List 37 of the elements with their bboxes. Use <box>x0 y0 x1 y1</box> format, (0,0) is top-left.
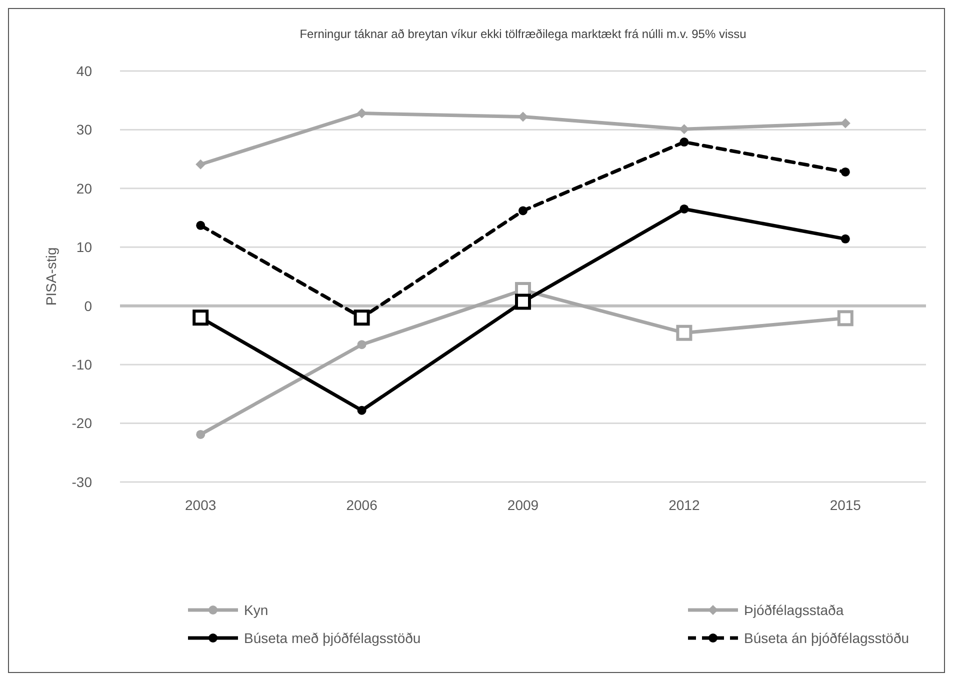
point <box>196 159 206 170</box>
y-tick-label: -10 <box>72 356 92 372</box>
point <box>518 112 528 122</box>
point <box>680 204 689 214</box>
point <box>840 167 850 176</box>
y-tick-label: 20 <box>76 180 92 196</box>
x-tick-label: 2012 <box>668 497 700 513</box>
point <box>518 206 528 216</box>
legend-label: Þjóðfélagsstaða <box>744 602 844 618</box>
legend-label: Búseta með þjóðfélagsstöðu <box>244 630 421 646</box>
legend-label: Kyn <box>244 602 268 618</box>
y-axis-title: PISA-stig <box>43 247 59 306</box>
x-tick-label: 2003 <box>185 497 216 513</box>
point <box>192 310 209 326</box>
point <box>679 124 690 134</box>
y-tick-label: -20 <box>72 415 92 432</box>
point <box>196 220 206 230</box>
y-tick-label: 40 <box>76 62 92 79</box>
chart-title: Ferningur táknar að breytan víkur ekki tölfræðilega marktækt frá núlli m.v. 95% vissu <box>300 27 746 41</box>
legend-label: Búseta án þjóðfélagsstöðu <box>744 630 910 646</box>
point <box>354 310 370 326</box>
point <box>356 108 367 118</box>
point <box>837 310 854 326</box>
x-tick-label: 2006 <box>346 497 378 513</box>
y-tick-label: 0 <box>84 298 92 314</box>
y-tick-label: 10 <box>76 239 92 256</box>
y-tick-label: 30 <box>76 122 92 138</box>
point <box>196 430 206 439</box>
x-tick-label: 2009 <box>507 497 539 513</box>
point <box>680 138 689 147</box>
point <box>357 406 366 415</box>
point <box>515 294 531 310</box>
point <box>840 234 850 244</box>
point <box>357 340 366 350</box>
point <box>676 324 692 341</box>
x-tick-label: 2015 <box>830 497 862 513</box>
y-tick-label: -30 <box>72 474 92 490</box>
